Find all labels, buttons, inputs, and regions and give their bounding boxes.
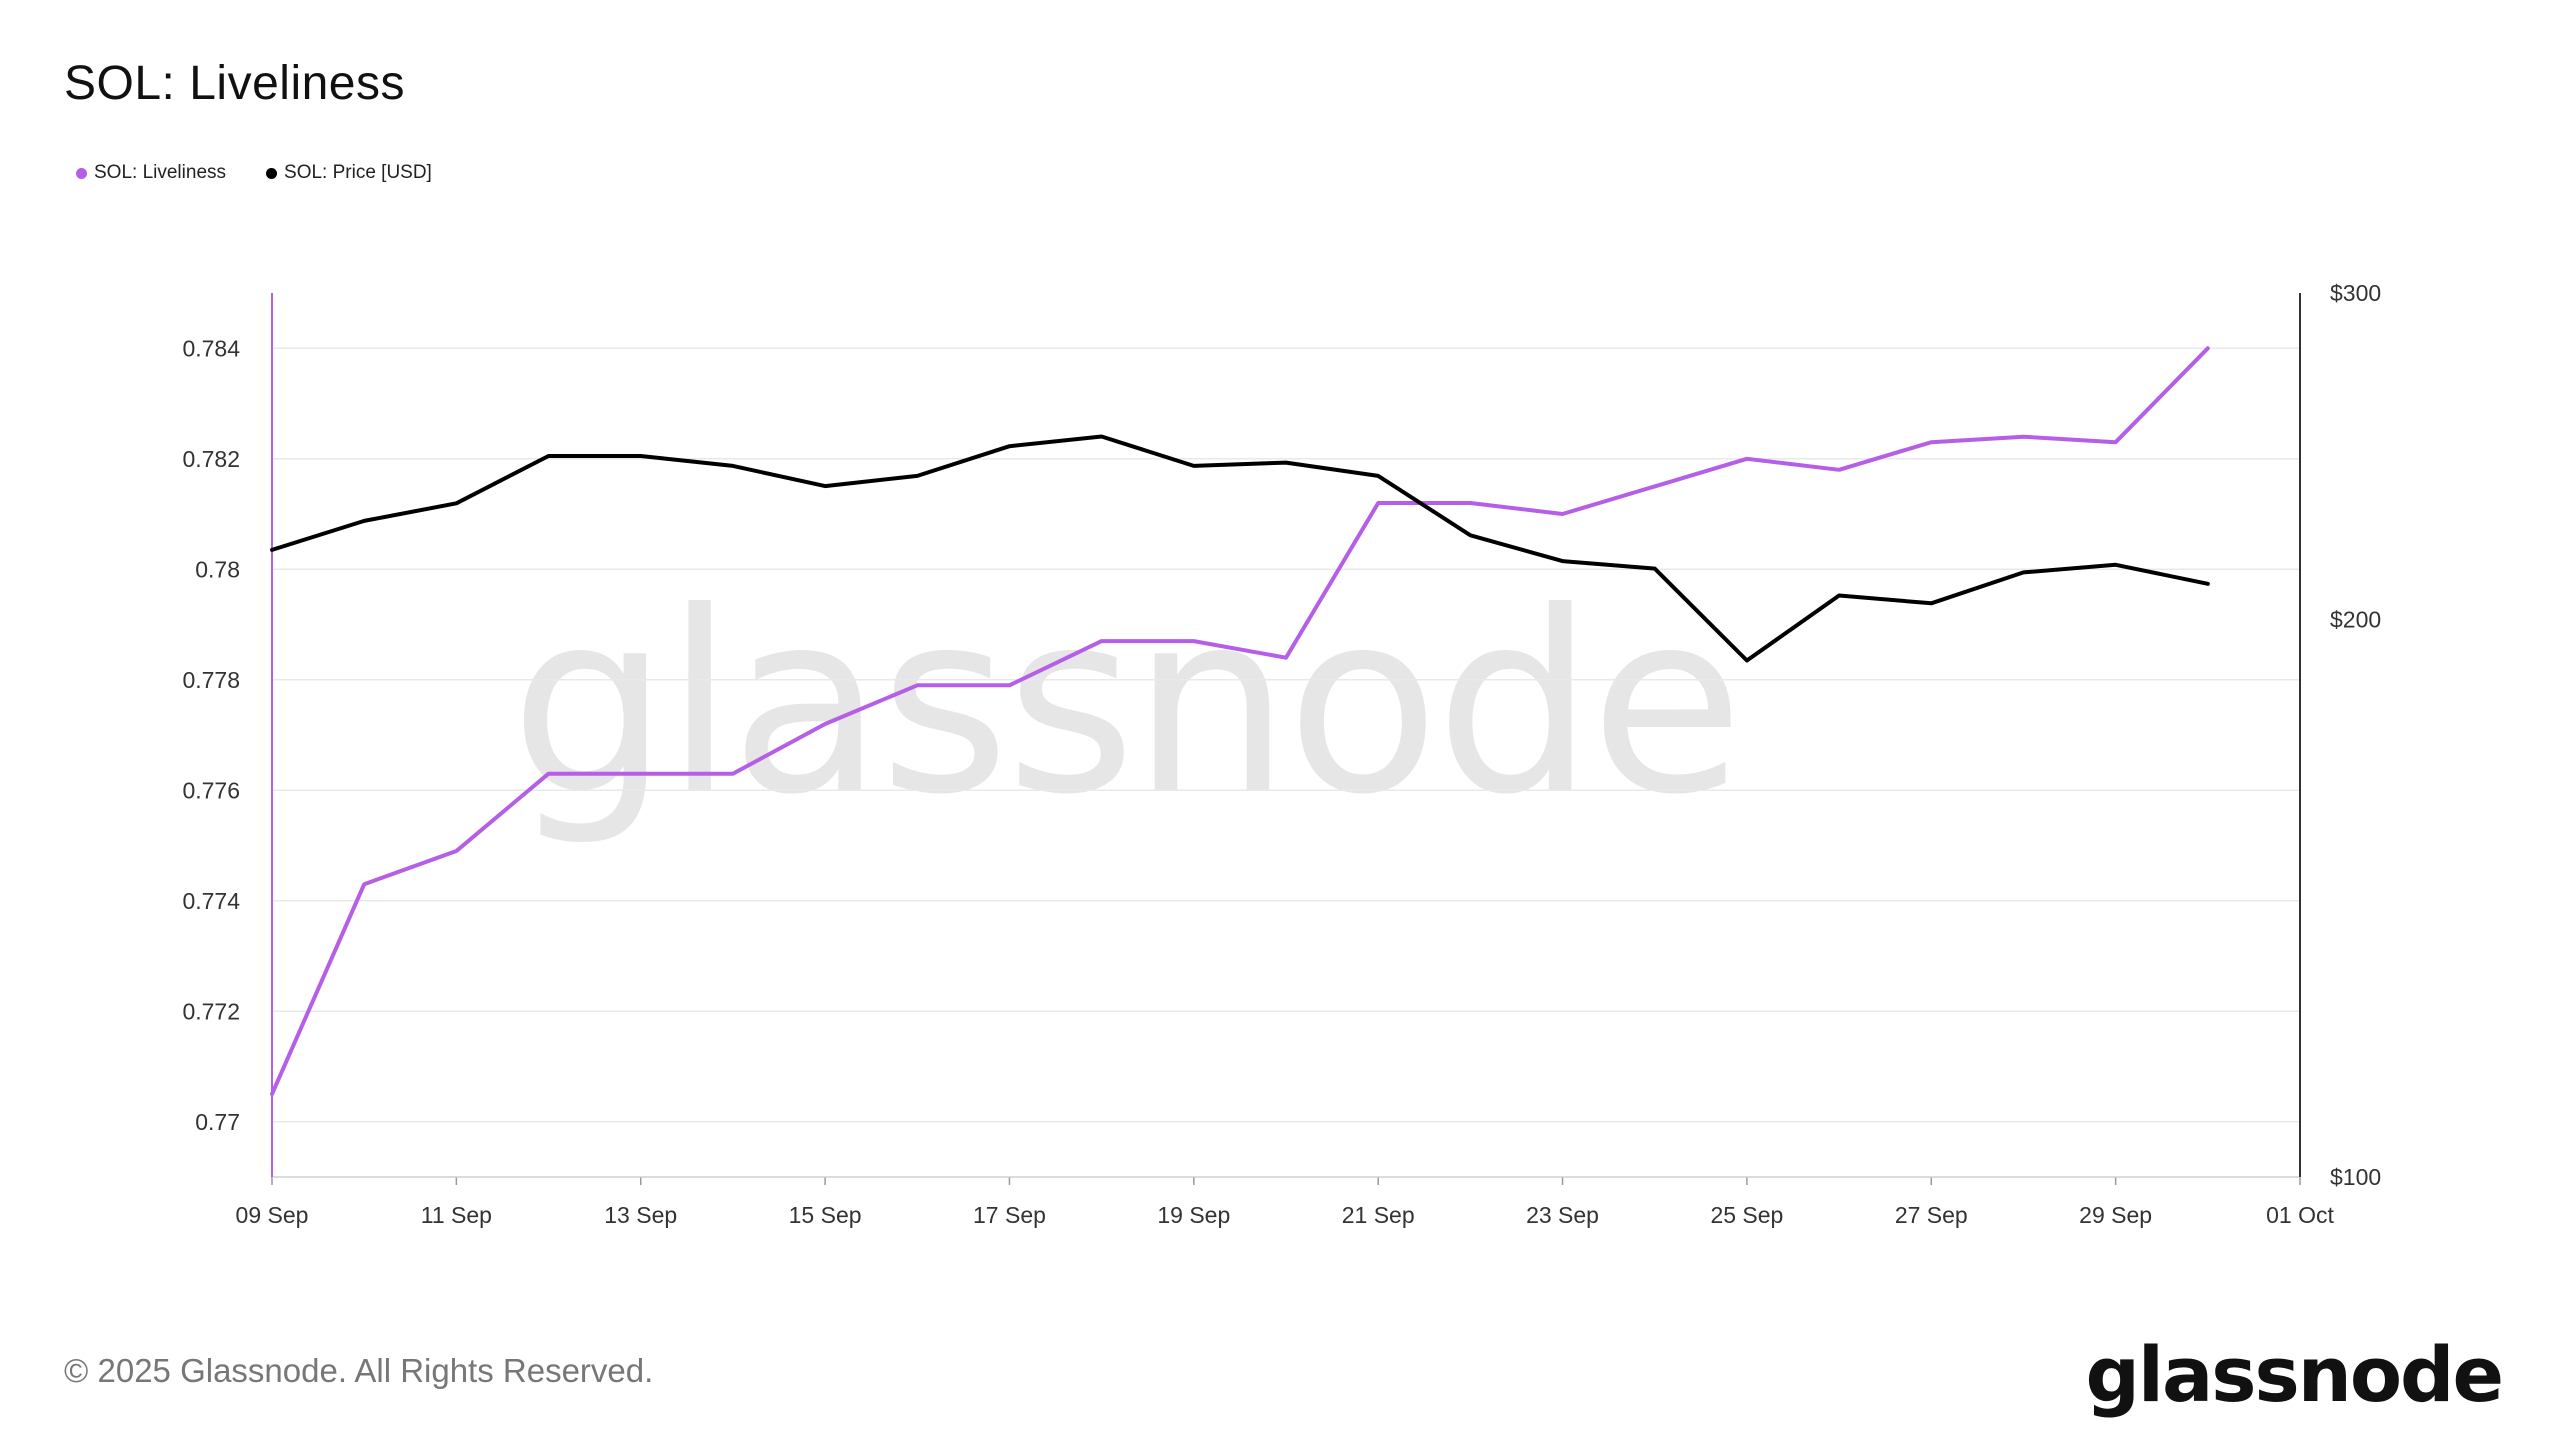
x-tick-label: 21 Sep <box>1342 1202 1415 1228</box>
y-right-tick-label: $300 <box>2330 280 2381 306</box>
y-right-tick-label: $200 <box>2330 606 2381 632</box>
liveliness-line <box>270 346 2210 1097</box>
x-tick-label: 19 Sep <box>1157 1202 1230 1228</box>
y-left-tick-label: 0.772 <box>182 998 240 1024</box>
x-tick-label: 17 Sep <box>973 1202 1046 1228</box>
y-left-tick-label: 0.784 <box>182 335 240 361</box>
y-right-tick-label: $100 <box>2330 1164 2381 1190</box>
y-left-tick-label: 0.782 <box>182 446 240 472</box>
grid-lines <box>272 347 2300 1123</box>
chart-legend: SOL: Liveliness SOL: Price [USD] <box>76 162 432 184</box>
x-tick-label: 25 Sep <box>1710 1202 1783 1228</box>
axes: 0.77 0.772 0.774 0.776 0.778 0.78 0.782 0.784 $1… <box>182 280 2381 1228</box>
legend-item-liveliness[interactable]: SOL: Liveliness <box>76 162 226 184</box>
glassnode-logo[interactable]: glassnode <box>2085 1330 2504 1419</box>
y-left-tick-label: 0.776 <box>182 777 240 803</box>
x-tick-label: 15 Sep <box>789 1202 862 1228</box>
price-line <box>270 434 2210 663</box>
legend-label-price: SOL: Price [USD] <box>284 162 432 183</box>
x-tick-label: 11 Sep <box>421 1202 492 1228</box>
x-tick-label: 27 Sep <box>1895 1202 1968 1228</box>
copyright-text: © 2025 Glassnode. All Rights Reserved. <box>64 1352 654 1389</box>
watermark-text: glassnode <box>510 558 1740 849</box>
y-left-tick-label: 0.774 <box>182 888 240 914</box>
x-tick-label: 01 Oct <box>2266 1202 2334 1228</box>
y-left-tick-label: 0.77 <box>195 1109 240 1135</box>
chart-title: SOL: Liveliness <box>64 57 405 110</box>
y-left-tick-label: 0.778 <box>182 667 240 693</box>
x-tick-label: 23 Sep <box>1526 1202 1599 1228</box>
legend-item-price[interactable]: SOL: Price [USD] <box>266 162 432 184</box>
x-tick-label: 13 Sep <box>604 1202 677 1228</box>
legend-label-liveliness: SOL: Liveliness <box>94 162 227 183</box>
x-tick-label: 09 Sep <box>236 1202 309 1228</box>
y-left-tick-label: 0.78 <box>195 556 240 582</box>
series-lines <box>270 346 2210 1097</box>
legend-dot-price <box>266 167 278 179</box>
legend-dot-liveliness <box>76 167 87 179</box>
x-tick-label: 29 Sep <box>2079 1202 2152 1228</box>
